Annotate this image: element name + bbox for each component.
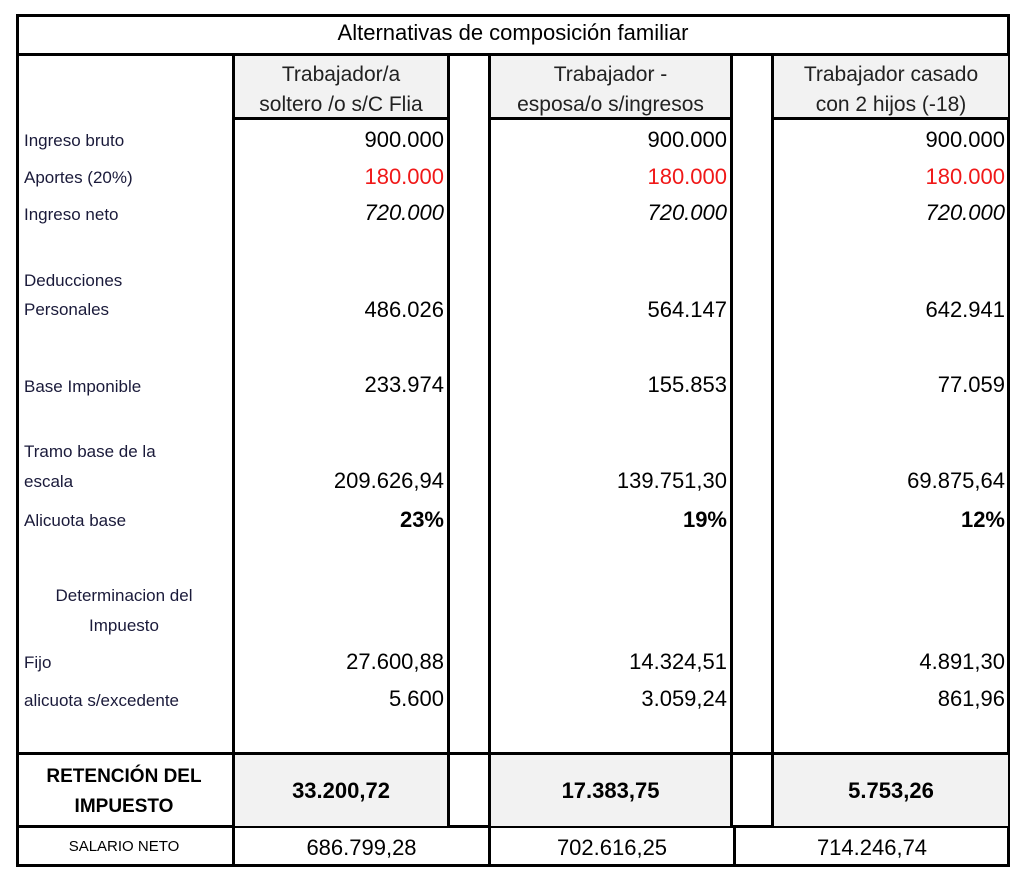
cell-fijo: 27.600,88 — [346, 649, 444, 674]
cell-alicuota-base: 19% — [682, 507, 727, 532]
cell-tramo: 139.751,30 — [616, 468, 727, 493]
row-label: Aportes (20%) — [24, 168, 133, 187]
table-border — [16, 14, 1010, 867]
cell-ingreso-bruto: 900.000 — [925, 127, 1005, 152]
divider — [447, 54, 450, 826]
cell-ingreso-neto: 720.000 — [364, 200, 444, 225]
row-label: Personales — [24, 300, 110, 319]
row-label: Impuesto — [89, 616, 159, 635]
table-title: Alternativas de composición familiar — [337, 20, 689, 45]
cell-retencion: 17.383,75 — [491, 755, 730, 826]
row-label: Alicuota base — [24, 511, 127, 530]
cell-fijo: 14.324,51 — [629, 649, 727, 674]
row-label: Ingreso neto — [24, 205, 119, 224]
cell-alicuota-excedente: 861,96 — [937, 686, 1005, 711]
salario-neto-label: SALARIO NETO — [68, 838, 180, 855]
cell-retencion: 33.200,72 — [235, 755, 447, 826]
cell-ingreso-neto: 720.000 — [925, 200, 1005, 225]
divider — [488, 117, 733, 120]
cell-tramo: 209.626,94 — [333, 468, 444, 493]
divider — [16, 825, 1010, 828]
row-label: alicuota s/excedente — [24, 691, 179, 710]
row-label: Tramo base de la — [24, 442, 156, 461]
cell-tramo: 69.875,64 — [907, 468, 1005, 493]
divider — [232, 117, 450, 120]
divider — [733, 826, 736, 866]
divider — [488, 54, 491, 866]
cell-ingreso-bruto: 900.000 — [647, 127, 727, 152]
cell-alicuota-excedente: 5.600 — [388, 686, 444, 711]
column-header-1: Trabajador/a soltero /o s/C Flia — [235, 56, 447, 118]
divider — [488, 752, 491, 827]
divider — [730, 752, 733, 827]
cell-aportes: 180.000 — [647, 164, 727, 189]
divider — [771, 117, 1010, 120]
cell-base-imponible: 155.853 — [647, 372, 727, 397]
row-label: Determinacion del — [55, 586, 193, 605]
divider — [16, 752, 1010, 755]
cell-retencion: 5.753,26 — [774, 755, 1008, 826]
divider — [730, 54, 733, 826]
cell-deducciones: 564.147 — [647, 297, 727, 322]
divider — [232, 54, 235, 866]
cell-ingreso-neto: 720.000 — [647, 200, 727, 225]
cell-salario-neto: 714.246,74 — [816, 834, 928, 860]
divider — [447, 752, 450, 827]
row-label: Deducciones — [24, 271, 123, 290]
column-header-2: Trabajador - esposa/o s/ingresos — [491, 56, 730, 118]
row-label: escala — [24, 472, 74, 491]
cell-base-imponible: 233.974 — [364, 372, 444, 397]
cell-deducciones: 642.941 — [925, 297, 1005, 322]
divider — [16, 53, 1010, 56]
cell-salario-neto: 686.799,28 — [306, 834, 417, 860]
row-label: Fijo — [24, 653, 52, 672]
row-label: Base Imponible — [24, 377, 142, 396]
cell-alicuota-base: 23% — [399, 507, 444, 532]
cell-salario-neto: 702.616,25 — [556, 834, 668, 860]
divider — [771, 752, 774, 827]
cell-ingreso-bruto: 900.000 — [364, 127, 444, 152]
column-header-3: Trabajador casado con 2 hijos (-18) — [774, 56, 1008, 118]
cell-alicuota-excedente: 3.059,24 — [641, 686, 727, 711]
divider — [771, 54, 774, 826]
row-label: Ingreso bruto — [24, 131, 125, 150]
cell-base-imponible: 77.059 — [937, 372, 1005, 397]
cell-aportes: 180.000 — [364, 164, 444, 189]
cell-fijo: 4.891,30 — [919, 649, 1005, 674]
retencion-label: RETENCIÓN DEL IMPUESTO — [46, 766, 202, 817]
cell-aportes: 180.000 — [925, 164, 1005, 189]
cell-deducciones: 486.026 — [364, 297, 444, 322]
cell-alicuota-base: 12% — [960, 507, 1005, 532]
